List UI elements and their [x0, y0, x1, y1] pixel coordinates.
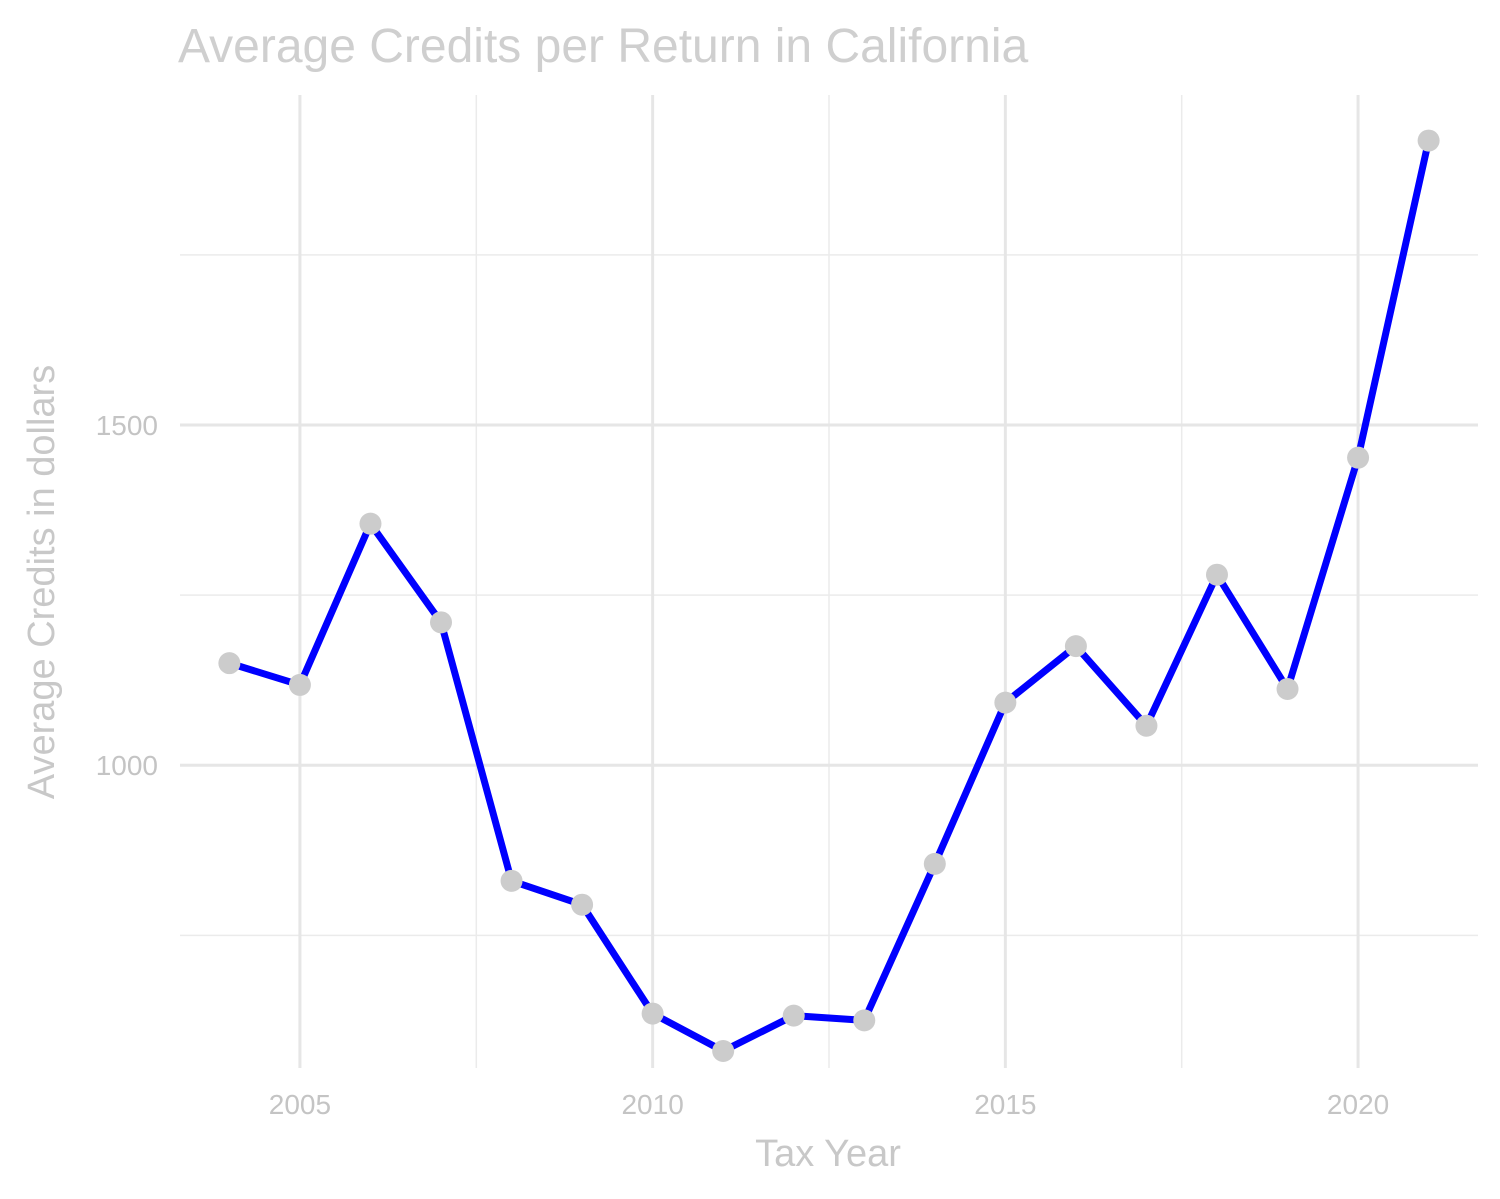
data-point — [994, 691, 1017, 714]
data-point — [430, 611, 453, 634]
data-point — [1347, 446, 1370, 469]
series-line — [228, 139, 1433, 1055]
data-point — [782, 1004, 805, 1027]
data-point — [359, 512, 382, 535]
y-axis-title: Average Credits in dollars — [21, 365, 63, 799]
data-point — [923, 852, 946, 875]
data-point — [288, 673, 311, 696]
data-point — [712, 1039, 735, 1062]
x-tick-label: 2020 — [1327, 1089, 1389, 1120]
data-point — [1417, 129, 1440, 152]
x-tick-label: 2015 — [974, 1089, 1036, 1120]
grid — [180, 95, 1478, 1068]
series-line-group — [228, 139, 1433, 1055]
x-tick-label: 2005 — [269, 1089, 331, 1120]
data-point — [1276, 678, 1299, 701]
data-point — [1205, 563, 1228, 586]
x-axis-title: Tax Year — [755, 1133, 901, 1175]
data-point — [1135, 714, 1158, 737]
x-axis-tick-labels: 2005 2010 2015 2020 — [269, 1089, 1389, 1120]
data-points — [218, 129, 1440, 1062]
data-point — [853, 1009, 876, 1032]
data-point — [1064, 635, 1087, 658]
data-point — [571, 893, 594, 916]
data-point — [218, 652, 241, 675]
y-tick-label: 1000 — [96, 750, 158, 781]
chart-title: Average Credits per Return in California — [178, 20, 1029, 73]
x-tick-label: 2010 — [621, 1089, 683, 1120]
y-axis-tick-labels: 1000 1500 — [96, 410, 158, 781]
y-tick-label: 1500 — [96, 410, 158, 441]
data-point — [500, 869, 523, 892]
data-point — [641, 1002, 664, 1025]
